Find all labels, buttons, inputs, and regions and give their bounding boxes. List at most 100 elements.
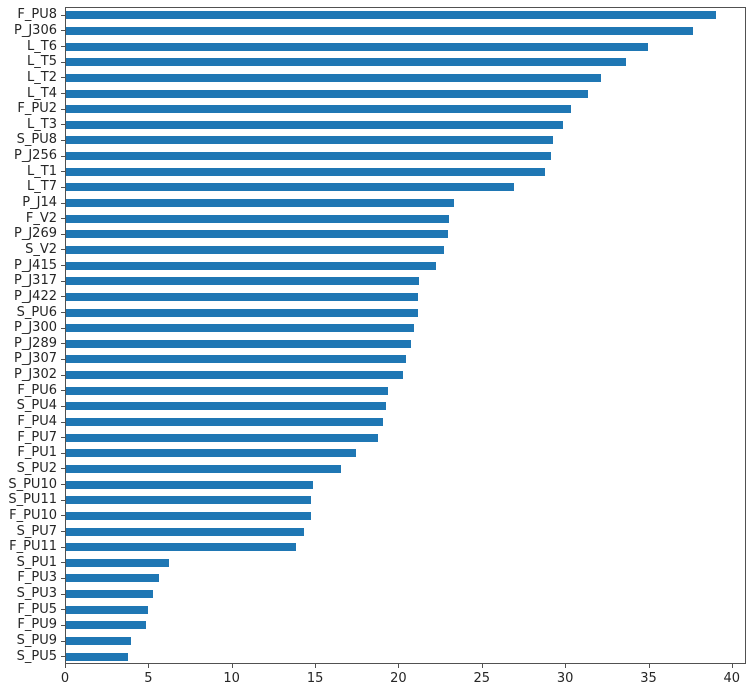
bar-S_PU10 [66,480,313,489]
x-tick-35 [648,664,650,668]
plot-area [65,7,746,664]
ytick-label-F_PU8: F_PU8 [17,7,57,23]
y-tick [61,656,65,658]
y-tick [61,405,65,407]
bar-L_T6 [66,42,648,51]
xtick-label-25: 25 [473,671,491,686]
ytick-label-S_PU1: S_PU1 [16,554,57,570]
bar-L_T5 [66,58,627,67]
xtick-label-5: 5 [144,671,153,686]
y-tick [61,265,65,267]
bar-P_J256 [66,152,552,161]
y-tick [61,77,65,79]
bar-L_T7 [66,183,515,192]
ytick-label-P_J14: P_J14 [22,195,57,211]
ytick-label-F_PU9: F_PU9 [17,617,57,633]
y-tick [61,312,65,314]
bar-F_PU10 [66,511,312,520]
ytick-label-S_PU4: S_PU4 [16,398,57,414]
ytick-label-F_PU4: F_PU4 [17,414,57,430]
ytick-label-L_T3: L_T3 [27,116,57,132]
y-tick [61,327,65,329]
y-tick [61,499,65,501]
x-tick-15 [315,664,317,668]
ytick-label-P_J269: P_J269 [14,226,57,242]
bar-S_PU6 [66,308,418,317]
y-tick [61,640,65,642]
y-tick [61,624,65,626]
ytick-label-P_J307: P_J307 [14,351,57,367]
bar-L_T4 [66,89,588,98]
y-tick [61,577,65,579]
ytick-label-P_J256: P_J256 [14,148,57,164]
bar-S_PU9 [66,637,131,646]
bar-F_V2 [66,214,450,223]
y-tick [61,124,65,126]
bar-P_J269 [66,230,448,239]
ytick-label-L_T5: L_T5 [27,54,57,70]
ytick-label-S_PU9: S_PU9 [16,633,57,649]
bar-S_PU8 [66,136,553,145]
ytick-label-P_J317: P_J317 [14,273,57,289]
ytick-label-F_PU10: F_PU10 [9,507,57,523]
ytick-label-L_T4: L_T4 [27,85,57,101]
ytick-label-P_J422: P_J422 [14,288,57,304]
bar-P_J14 [66,199,455,208]
bar-P_J306 [66,26,693,35]
y-tick [61,531,65,533]
xtick-label-10: 10 [223,671,240,686]
y-tick [61,609,65,611]
ytick-label-P_J306: P_J306 [14,22,57,38]
y-tick [61,421,65,423]
bar-F_PU2 [66,105,572,114]
y-tick [61,390,65,392]
ytick-label-S_PU6: S_PU6 [16,304,57,320]
ytick-label-P_J302: P_J302 [14,367,57,383]
y-tick [61,155,65,157]
ytick-label-L_T1: L_T1 [27,163,57,179]
bar-P_J422 [66,292,418,301]
y-tick [61,218,65,220]
bar-P_J289 [66,339,412,348]
ytick-label-P_J415: P_J415 [14,257,57,273]
bar-S_PU5 [66,652,128,661]
ytick-label-F_PU3: F_PU3 [17,570,57,586]
bar-L_T2 [66,73,602,82]
x-tick-25 [481,664,483,668]
ytick-label-S_PU3: S_PU3 [16,586,57,602]
bar-F_PU7 [66,433,378,442]
y-tick [61,108,65,110]
ytick-label-S_PU10: S_PU10 [8,476,57,492]
ytick-label-F_PU7: F_PU7 [17,429,57,445]
ytick-label-S_V2: S_V2 [25,241,57,257]
ytick-label-F_PU1: F_PU1 [17,445,57,461]
x-tick-30 [565,664,567,668]
bar-S_PU1 [66,558,170,567]
ytick-label-F_V2: F_V2 [25,210,57,226]
x-tick-20 [398,664,400,668]
bar-S_PU4 [66,402,387,411]
bar-P_J302 [66,371,403,380]
bar-P_J307 [66,355,407,364]
y-tick [61,593,65,595]
bar-P_J300 [66,324,415,333]
bar-F_PU11 [66,543,297,552]
y-tick [61,171,65,173]
y-tick [61,233,65,235]
ytick-label-S_PU7: S_PU7 [16,523,57,539]
bar-P_J317 [66,277,420,286]
xtick-label-30: 30 [556,671,574,686]
y-tick [61,374,65,376]
bar-S_V2 [66,245,445,254]
ytick-label-L_T6: L_T6 [27,38,57,54]
bar-F_PU8 [66,11,717,20]
x-tick-10 [231,664,233,668]
xtick-label-20: 20 [390,671,407,686]
y-tick [61,61,65,63]
ytick-label-F_PU5: F_PU5 [17,601,57,617]
y-tick [61,484,65,486]
y-tick [61,546,65,548]
y-tick [61,139,65,141]
y-tick [61,14,65,16]
ytick-label-F_PU6: F_PU6 [17,382,57,398]
